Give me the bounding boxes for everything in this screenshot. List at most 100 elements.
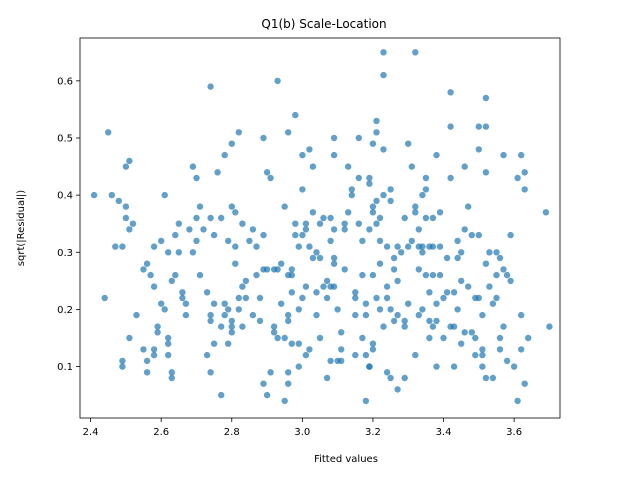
scatter-point xyxy=(390,266,398,273)
scatter-point xyxy=(316,220,324,227)
scatter-point xyxy=(203,289,211,296)
y-tick-label: 0.5 xyxy=(57,134,73,145)
scatter-point xyxy=(401,323,408,330)
y-tick-label: 0.3 xyxy=(57,248,73,259)
scatter-point xyxy=(133,311,140,319)
scatter-point xyxy=(140,266,147,273)
scatter-point xyxy=(299,186,306,193)
scatter-point xyxy=(295,243,302,250)
scatter-point xyxy=(200,226,207,233)
scatter-point xyxy=(288,266,295,273)
scatter-point xyxy=(341,220,348,227)
scatter-point xyxy=(239,220,246,227)
scatter-point xyxy=(542,209,550,216)
scatter-point xyxy=(433,151,440,159)
scatter-point xyxy=(235,306,242,313)
scatter-point xyxy=(479,346,486,353)
scatter-point xyxy=(168,277,175,285)
scatter-point xyxy=(412,209,419,216)
scatter-point xyxy=(189,163,197,170)
scatter-point xyxy=(150,243,158,250)
x-tick-label: 2.8 xyxy=(224,427,240,438)
scatter-point xyxy=(503,357,511,365)
scatter-point xyxy=(373,294,380,302)
scatter-point xyxy=(175,249,182,256)
scatter-point xyxy=(465,203,472,210)
scatter-point xyxy=(366,226,373,233)
scatter-point xyxy=(179,289,186,296)
scatter-point xyxy=(299,231,306,239)
scatter-point xyxy=(394,386,401,393)
scatter-point xyxy=(461,329,468,336)
scatter-point xyxy=(447,123,454,130)
x-tick-label: 3.0 xyxy=(294,427,310,438)
scatter-point xyxy=(172,231,179,239)
scatter-point xyxy=(436,271,444,279)
scatter-point xyxy=(369,340,377,347)
scatter-point xyxy=(352,311,359,319)
scatter-point xyxy=(412,49,419,56)
scatter-point xyxy=(429,243,437,250)
scatter-point xyxy=(415,266,422,273)
scatter-point xyxy=(514,174,521,182)
scatter-point xyxy=(203,351,211,359)
scatter-point xyxy=(447,174,454,182)
scatter-point xyxy=(352,294,359,302)
scatter-point xyxy=(401,214,408,222)
scatter-point xyxy=(316,334,324,342)
scatter-point xyxy=(348,191,355,199)
scatter-point xyxy=(260,134,267,142)
scatter-point xyxy=(285,369,292,376)
scatter-point xyxy=(429,271,437,279)
scatter-point xyxy=(486,283,493,290)
scatter-point xyxy=(225,340,232,347)
scatter-point xyxy=(369,271,377,279)
scatter-point xyxy=(380,323,387,330)
scatter-point xyxy=(373,197,380,205)
scatter-point xyxy=(302,283,310,290)
scatter-point xyxy=(228,329,235,336)
scatter-point xyxy=(256,317,264,325)
scatter-points xyxy=(90,49,553,405)
scatter-point xyxy=(327,237,334,245)
scatter-point xyxy=(207,83,214,90)
scatter-point xyxy=(288,289,295,296)
scatter-point xyxy=(302,226,310,233)
scatter-point xyxy=(362,300,370,307)
scatter-point xyxy=(150,283,158,290)
scatter-point xyxy=(376,306,384,313)
scatter-point xyxy=(468,329,475,336)
scatter-point xyxy=(101,294,108,302)
scatter-point xyxy=(426,317,433,325)
scatter-point xyxy=(472,334,479,342)
scatter-point xyxy=(507,231,514,239)
scatter-point xyxy=(221,151,228,159)
scatter-point xyxy=(108,191,116,199)
scatter-point xyxy=(461,226,468,233)
scatter-point xyxy=(309,254,317,262)
scatter-point xyxy=(450,323,458,330)
scatter-point xyxy=(281,334,288,342)
scatter-point xyxy=(383,294,391,302)
scatter-point xyxy=(507,277,514,285)
scatter-point xyxy=(450,363,458,370)
scatter-point xyxy=(270,323,278,330)
scatter-point xyxy=(496,334,504,342)
scatter-point xyxy=(165,249,172,256)
scatter-point xyxy=(309,163,317,170)
scatter-point xyxy=(458,249,465,256)
scatter-point xyxy=(182,300,190,307)
scatter-point xyxy=(433,300,440,307)
scatter-point xyxy=(468,231,475,239)
scatter-point xyxy=(154,323,161,330)
scatter-point xyxy=(514,397,521,405)
scatter-point xyxy=(158,300,165,307)
scatter-point xyxy=(228,203,235,210)
scatter-point xyxy=(232,260,239,267)
scatter-point xyxy=(210,231,218,239)
scatter-point xyxy=(412,351,419,359)
scatter-point xyxy=(207,317,214,325)
scatter-point xyxy=(320,214,327,222)
scatter-point xyxy=(253,243,260,250)
scatter-point xyxy=(281,397,288,405)
